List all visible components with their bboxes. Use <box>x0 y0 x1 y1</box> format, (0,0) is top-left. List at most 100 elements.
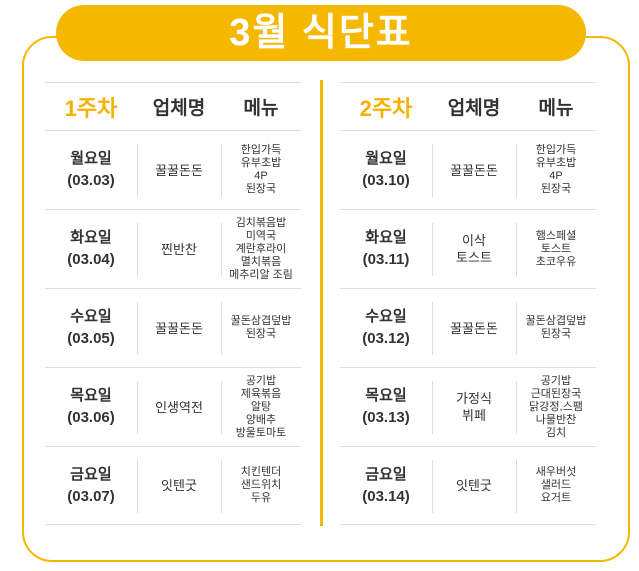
menu-item: 알탕 <box>250 400 272 413</box>
day-cell: 화요일 (03.04) <box>45 227 137 271</box>
cell-divider <box>432 381 433 434</box>
menu-item: 미역국 <box>245 229 277 242</box>
menu-item: 된장국 <box>540 328 572 340</box>
menu-item: 계란후라이 <box>235 242 287 255</box>
menu-item: 햄스페셜 <box>535 229 577 242</box>
day-name: 월요일 <box>365 150 407 167</box>
menu-item: 된장국 <box>540 183 572 195</box>
day-date: (03.14) <box>362 487 410 505</box>
menu-item: 꿀돈삼겹덮밥 <box>230 315 292 327</box>
cell-divider <box>221 144 222 197</box>
menu-item: 방울토마토 <box>235 426 287 439</box>
cell-divider <box>137 302 138 355</box>
day-name: 화요일 <box>365 229 407 246</box>
menu-item: 공기밥 <box>540 374 572 387</box>
table-header: 2주차 업체명 메뉴 <box>340 82 596 130</box>
menu-item: 4P <box>254 170 268 182</box>
day-cell: 수요일 (03.12) <box>340 306 432 350</box>
cell-divider <box>432 302 433 355</box>
day-cell: 수요일 (03.05) <box>45 306 137 350</box>
menu-item: 공기밥 <box>245 374 277 387</box>
menu-item: 4P <box>549 170 563 182</box>
day-cell: 월요일 (03.10) <box>340 148 432 192</box>
cell-divider <box>432 460 433 513</box>
cell-divider <box>137 144 138 197</box>
day-cell: 월요일 (03.03) <box>45 148 137 192</box>
menu-item: 김치 <box>545 426 567 439</box>
day-date: (03.11) <box>362 251 410 268</box>
vendor-cell: 잇텐굿 <box>161 478 197 493</box>
week-label: 1주차 <box>64 95 118 121</box>
menu-item: 근대된장국 <box>530 387 582 400</box>
menu-card <box>22 36 630 562</box>
week-1-table: 1주차 업체명 메뉴 월요일 (03.03) 꿀꿀돈돈 한입가득 유부초밥 4P 된장국… <box>45 82 301 525</box>
menu-item: 멸치볶음 <box>240 255 282 268</box>
table-row: 화요일 (03.11) 이삭 토스트 햄스페셜 토스트 초코우유 <box>340 209 596 288</box>
menu-cell: 공기밥 근대된장국 닭강정,스팸 나물반찬 김치 <box>516 375 596 440</box>
menu-header: 메뉴 <box>243 98 279 119</box>
menu-item: 샌드위치 <box>240 479 282 491</box>
day-cell: 목요일 (03.06) <box>45 385 137 429</box>
day-name: 금요일 <box>70 465 112 483</box>
menu-cell: 새우버섯 샐러드 요거트 <box>516 466 596 505</box>
cell-divider <box>221 381 222 434</box>
table-row: 화요일 (03.04) 찐반찬 김치볶음밥 미역국 계란후라이 멸치볶음 메추리알 조림 <box>45 209 301 288</box>
menu-item: 나물반찬 <box>535 413 577 426</box>
cell-divider <box>137 381 138 434</box>
week-2-table: 2주차 업체명 메뉴 월요일 (03.10) 꿀꿀돈돈 한입가득 유부초밥 4P 된장국… <box>340 82 596 525</box>
cell-divider <box>516 144 517 197</box>
cell-divider <box>221 460 222 513</box>
menu-item: 유부초밥 <box>535 157 577 169</box>
day-date: (03.07) <box>67 487 115 505</box>
day-cell: 금요일 (03.14) <box>340 464 432 508</box>
day-date: (03.03) <box>67 172 115 189</box>
day-date: (03.12) <box>362 330 410 347</box>
vendor-header: 업체명 <box>152 98 206 119</box>
cell-divider <box>137 460 138 513</box>
day-date: (03.13) <box>362 409 410 426</box>
menu-cell: 꿀돈삼겹덮밥 된장국 <box>221 315 301 341</box>
menu-item: 메추리알 조림 <box>229 268 293 281</box>
week-divider <box>320 80 323 526</box>
menu-item: 토스트 <box>540 242 572 255</box>
table-row: 월요일 (03.03) 꿀꿀돈돈 한입가득 유부초밥 4P 된장국 <box>45 130 301 209</box>
cell-divider <box>432 223 433 276</box>
table-row: 금요일 (03.14) 잇텐굿 새우버섯 샐러드 요거트 <box>340 446 596 525</box>
vendor-cell: 이삭 토스트 <box>456 233 492 265</box>
day-name: 수요일 <box>70 308 112 325</box>
cell-divider <box>221 223 222 276</box>
vendor-header: 업체명 <box>447 98 501 119</box>
vendor-cell: 꿀꿀돈돈 <box>450 320 498 336</box>
cell-divider <box>221 302 222 355</box>
vendor-cell: 가정식 뷔페 <box>456 391 492 423</box>
table-row: 월요일 (03.10) 꿀꿀돈돈 한입가득 유부초밥 4P 된장국 <box>340 130 596 209</box>
menu-item: 김치볶음밥 <box>235 216 287 229</box>
menu-item: 한입가득 <box>535 144 577 156</box>
day-cell: 금요일 (03.07) <box>45 464 137 508</box>
menu-item: 양배추 <box>245 413 277 426</box>
menu-cell: 한입가득 유부초밥 4P 된장국 <box>221 144 301 196</box>
cell-divider <box>516 302 517 355</box>
vendor-cell: 인생역전 <box>155 399 203 415</box>
day-name: 화요일 <box>70 229 112 246</box>
vendor-cell: 꿀꿀돈돈 <box>155 162 203 178</box>
menu-item: 두유 <box>250 492 272 504</box>
menu-item: 유부초밥 <box>240 157 282 169</box>
day-name: 목요일 <box>365 387 407 404</box>
menu-item: 닭강정,스팸 <box>529 400 583 413</box>
cell-divider <box>516 223 517 276</box>
menu-item: 된장국 <box>245 328 277 340</box>
cell-divider <box>432 144 433 197</box>
day-date: (03.10) <box>362 172 410 189</box>
menu-item: 된장국 <box>245 183 277 195</box>
day-name: 월요일 <box>70 150 112 167</box>
vendor-cell: 잇텐굿 <box>456 478 492 493</box>
menu-item: 샐러드 <box>540 479 572 491</box>
table-row: 목요일 (03.13) 가정식 뷔페 공기밥 근대된장국 닭강정,스팸 나물반찬 김치 <box>340 367 596 446</box>
week-label: 2주차 <box>359 95 413 121</box>
menu-item: 한입가득 <box>240 144 282 156</box>
day-name: 금요일 <box>365 465 407 483</box>
menu-item: 요거트 <box>540 492 572 504</box>
day-cell: 목요일 (03.13) <box>340 385 432 429</box>
cell-divider <box>516 381 517 434</box>
